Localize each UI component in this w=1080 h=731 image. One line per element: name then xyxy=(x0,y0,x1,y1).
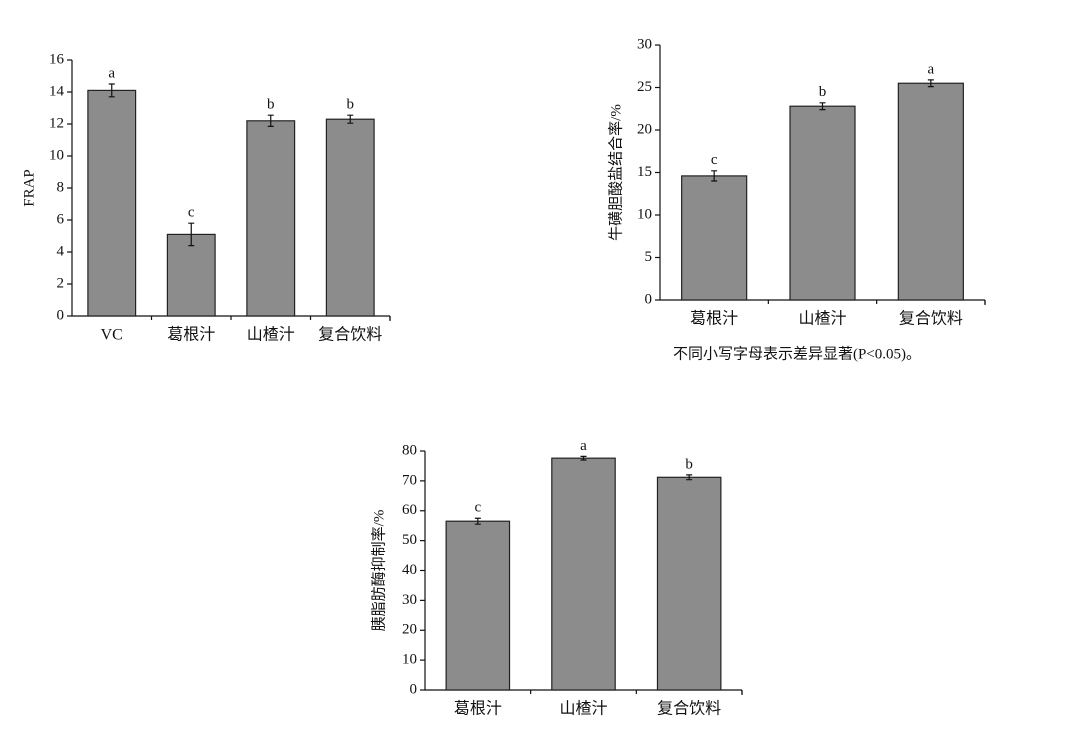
error-bar xyxy=(927,79,934,88)
bar xyxy=(325,118,375,317)
bar xyxy=(87,89,137,317)
y-tick-label: 80 xyxy=(402,442,417,458)
y-tick-label: 30 xyxy=(637,36,652,52)
x-tick-label: 复合饮料 xyxy=(657,700,721,718)
x-tick-label: 山楂汁 xyxy=(559,700,607,718)
error-bar xyxy=(188,222,195,247)
y-axis-label: 牛磺胆酸盐结合率/% xyxy=(607,104,624,241)
y-tick-label: 0 xyxy=(57,307,65,323)
significance-letter: c xyxy=(711,152,718,168)
y-tick-label: 20 xyxy=(637,121,652,137)
error-bar xyxy=(686,474,693,481)
x-tick-label: 山楂汁 xyxy=(798,310,846,328)
error-bar xyxy=(267,114,274,127)
y-tick-label: 5 xyxy=(645,249,653,265)
y-tick-label: 12 xyxy=(49,115,64,131)
bar xyxy=(789,105,856,301)
x-tick-label: 山楂汁 xyxy=(247,326,295,344)
bar xyxy=(246,120,296,317)
bar xyxy=(445,520,511,691)
y-tick-label: 25 xyxy=(637,79,652,95)
significance-letter: a xyxy=(108,65,115,81)
y-tick-label: 16 xyxy=(49,51,65,67)
significance-letter: b xyxy=(819,84,827,100)
significance-letter: b xyxy=(347,97,355,113)
x-tick-label: 复合饮料 xyxy=(899,310,963,328)
y-axis-label: FRAP xyxy=(21,169,37,207)
y-tick-label: 70 xyxy=(402,472,417,488)
x-tick-label: 葛根汁 xyxy=(167,326,215,344)
error-bar xyxy=(347,114,354,124)
y-axis-label: 胰脂肪酶抑制率/% xyxy=(370,510,387,632)
significance-letter: b xyxy=(267,97,275,113)
y-tick-label: 15 xyxy=(637,164,652,180)
y-tick-label: 6 xyxy=(57,211,65,227)
bar xyxy=(166,233,216,317)
y-tick-label: 10 xyxy=(402,652,417,668)
y-tick-label: 10 xyxy=(637,206,652,222)
significance-letter: a xyxy=(927,61,934,77)
x-tick-label: 葛根汁 xyxy=(690,310,738,328)
y-tick-label: 60 xyxy=(402,502,417,518)
y-tick-label: 2 xyxy=(57,275,65,291)
y-tick-label: 8 xyxy=(57,179,65,195)
error-bar xyxy=(819,102,826,111)
bar xyxy=(681,175,748,301)
y-tick-label: 4 xyxy=(57,243,65,259)
significance-letter: b xyxy=(685,456,693,472)
y-tick-label: 20 xyxy=(402,622,417,638)
significance-letter: a xyxy=(580,438,587,454)
y-tick-label: 0 xyxy=(645,291,653,307)
x-tick-label: 葛根汁 xyxy=(454,700,502,718)
bar xyxy=(551,457,616,691)
footnote: 不同小写字母表示差异显著(P<0.05)。 xyxy=(673,345,921,362)
error-bar xyxy=(580,455,587,461)
y-tick-label: 30 xyxy=(402,592,417,608)
significance-letter: c xyxy=(188,205,195,221)
y-tick-label: 40 xyxy=(402,562,417,578)
y-tick-label: 50 xyxy=(402,532,417,548)
error-bar xyxy=(108,83,115,98)
error-bar xyxy=(474,517,481,525)
bar xyxy=(897,82,964,301)
x-tick-label: VC xyxy=(101,327,123,344)
error-bar xyxy=(711,170,718,182)
bar xyxy=(656,476,722,691)
y-tick-label: 10 xyxy=(49,147,64,163)
x-tick-label: 复合饮料 xyxy=(318,326,382,344)
significance-letter: c xyxy=(474,500,481,516)
y-tick-label: 14 xyxy=(49,83,65,99)
y-tick-label: 0 xyxy=(410,681,418,697)
